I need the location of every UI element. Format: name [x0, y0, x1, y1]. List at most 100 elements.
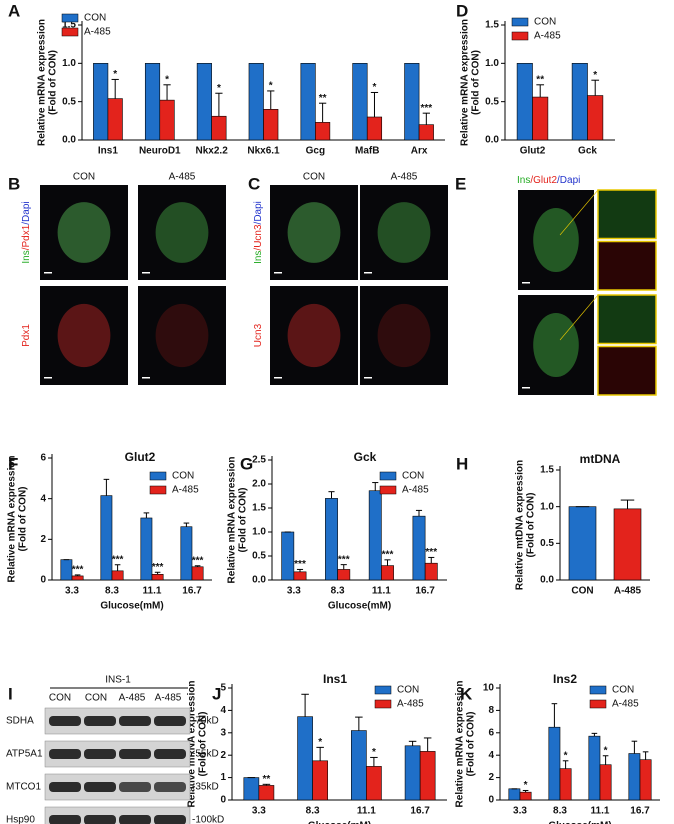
significance: ***	[382, 549, 394, 560]
significance: ***	[294, 559, 306, 570]
bar	[312, 760, 328, 801]
legend-swatch	[61, 13, 79, 23]
bar	[639, 759, 652, 801]
y-axis-label: Relative mtDNA expression	[515, 460, 526, 590]
bar	[300, 63, 316, 141]
lane-label: A-485	[119, 693, 146, 704]
significance: **	[263, 774, 271, 785]
error-bar	[318, 102, 327, 123]
inset-frame	[597, 294, 657, 345]
bar	[159, 99, 175, 141]
bar	[404, 745, 421, 801]
legend-swatch	[379, 471, 397, 481]
significance: ***	[192, 555, 204, 566]
error-bar	[328, 491, 335, 499]
legend-label: CON	[397, 685, 419, 696]
y-tick-label: 2	[488, 772, 494, 783]
size-label: -35kD	[192, 782, 219, 793]
band	[49, 749, 81, 759]
y-axis-label: (Fold of CON)	[526, 493, 537, 558]
row-label: ATP5A1	[6, 749, 43, 760]
band	[154, 749, 186, 759]
stain-part: /Dapi	[557, 175, 580, 186]
legend-label: CON	[84, 13, 106, 24]
significance: *	[564, 750, 568, 761]
bar	[93, 63, 109, 141]
error-bar	[642, 751, 649, 760]
x-tick-label: Gcg	[306, 146, 325, 157]
error-bar	[154, 571, 161, 575]
y-axis-label: (Fold of CON)	[198, 712, 209, 777]
error-bar	[267, 90, 275, 110]
y-tick-label: 1.0	[62, 58, 76, 69]
scale-bar	[274, 377, 282, 379]
y-tick-label: 0	[40, 575, 46, 586]
significance: ***	[112, 554, 124, 565]
bar	[587, 95, 604, 141]
error-bar	[114, 564, 121, 571]
y-tick-label: 0.5	[540, 538, 554, 549]
legend-label: A-485	[402, 485, 429, 496]
scale-bar	[274, 272, 282, 274]
islet	[287, 202, 341, 263]
significance: *	[269, 81, 273, 92]
significance: ***	[420, 103, 432, 114]
bar	[297, 716, 313, 801]
bar	[196, 63, 212, 141]
panel-letter: J	[212, 684, 221, 703]
y-tick-label: 0.0	[540, 575, 554, 586]
stain-part: /Pdx1	[21, 224, 32, 250]
stain-part: Ucn3	[253, 323, 264, 347]
x-tick-label: 3.3	[287, 586, 301, 597]
stain-label: Pdx1	[21, 324, 32, 347]
y-tick-label: 8	[488, 705, 494, 716]
error-bar	[355, 716, 363, 731]
x-tick-label: 3.3	[65, 586, 79, 597]
row-label: CON	[503, 229, 514, 251]
x-axis-label: Glucose(mM)	[100, 601, 163, 612]
error-bar	[194, 565, 201, 567]
band	[49, 716, 81, 726]
lane-label: CON	[49, 693, 71, 704]
x-tick-label: CON	[571, 586, 593, 597]
error-bar	[370, 756, 378, 767]
x-axis-label: Glucose(mM)	[308, 821, 371, 824]
error-bar	[591, 79, 600, 96]
error-bar	[423, 737, 432, 752]
blot-strip	[44, 806, 191, 824]
x-tick-label: 11.1	[591, 806, 610, 817]
row-label: SDHA	[6, 716, 34, 727]
legend-swatch	[149, 485, 167, 495]
y-tick-label: 1.0	[252, 527, 266, 538]
significance: ***	[72, 565, 84, 576]
significance: ***	[152, 562, 164, 573]
x-tick-label: 16.7	[410, 806, 430, 817]
bar	[559, 768, 572, 801]
error-bar	[111, 78, 119, 99]
error-bar	[415, 509, 423, 517]
bar	[366, 766, 382, 801]
x-tick-label: 11.1	[372, 586, 391, 597]
error-bar	[536, 84, 545, 98]
error-bar	[74, 574, 81, 576]
band	[119, 716, 151, 726]
legend-swatch	[374, 685, 392, 695]
y-tick-label: 0.0	[252, 575, 266, 586]
y-axis-label: Relative mRNA expression	[227, 457, 238, 584]
significance: *	[604, 745, 608, 756]
bar	[315, 122, 331, 141]
legend-label: CON	[172, 471, 194, 482]
x-tick-label: Arx	[411, 146, 428, 157]
bar	[508, 788, 521, 801]
scale-bar	[142, 377, 150, 379]
inset-frame	[597, 240, 657, 291]
panel-letter: H	[456, 454, 468, 473]
x-tick-label: 16.7	[415, 586, 435, 597]
y-tick-label: 2.5	[252, 455, 266, 466]
stain-label: Ins/Pdx1/Dapi	[21, 201, 32, 263]
x-tick-label: 3.3	[513, 806, 527, 817]
bar	[140, 517, 153, 581]
y-axis-label: (Fold of CON)	[238, 488, 249, 553]
size-label: -55kD	[192, 749, 219, 760]
error-bar	[408, 740, 417, 746]
